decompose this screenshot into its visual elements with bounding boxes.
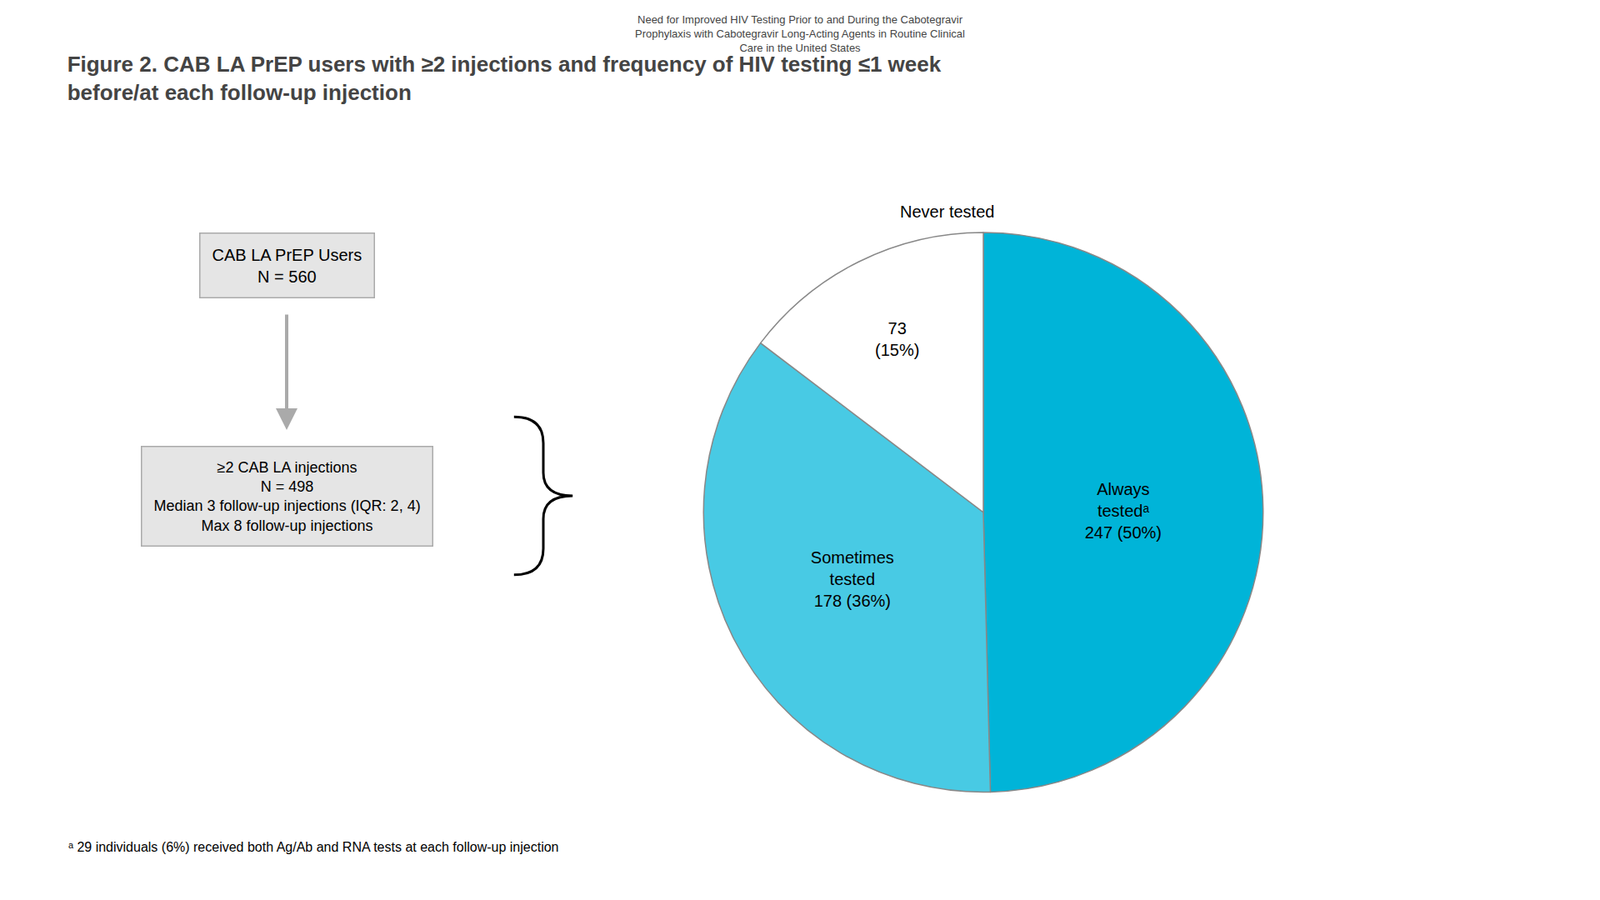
svg-text:Alwaystestedᵃ247 (50%): Alwaystestedᵃ247 (50%) <box>1085 480 1162 542</box>
svg-text:CAB LA PrEP UsersN = 560: CAB LA PrEP UsersN = 560 <box>212 245 363 286</box>
svg-text:Sometimestested178 (36%): Sometimestested178 (36%) <box>810 548 895 610</box>
svg-text:Never tested: Never tested <box>900 202 995 221</box>
svg-text:≥2 CAB LA injectionsN = 498Med: ≥2 CAB LA injectionsN = 498Median 3 foll… <box>154 459 421 535</box>
svg-text:Figure 2. CAB LA PrEP users wi: Figure 2. CAB LA PrEP users with ≥2 inje… <box>67 51 942 105</box>
svg-text:ᵃ 29 individuals (6%) received: ᵃ 29 individuals (6%) received both Ag/A… <box>68 840 560 855</box>
svg-text:73(15%): 73(15%) <box>875 319 920 360</box>
svg-text:Need for Improved HIV Testing: Need for Improved HIV Testing Prior to a… <box>635 13 965 55</box>
